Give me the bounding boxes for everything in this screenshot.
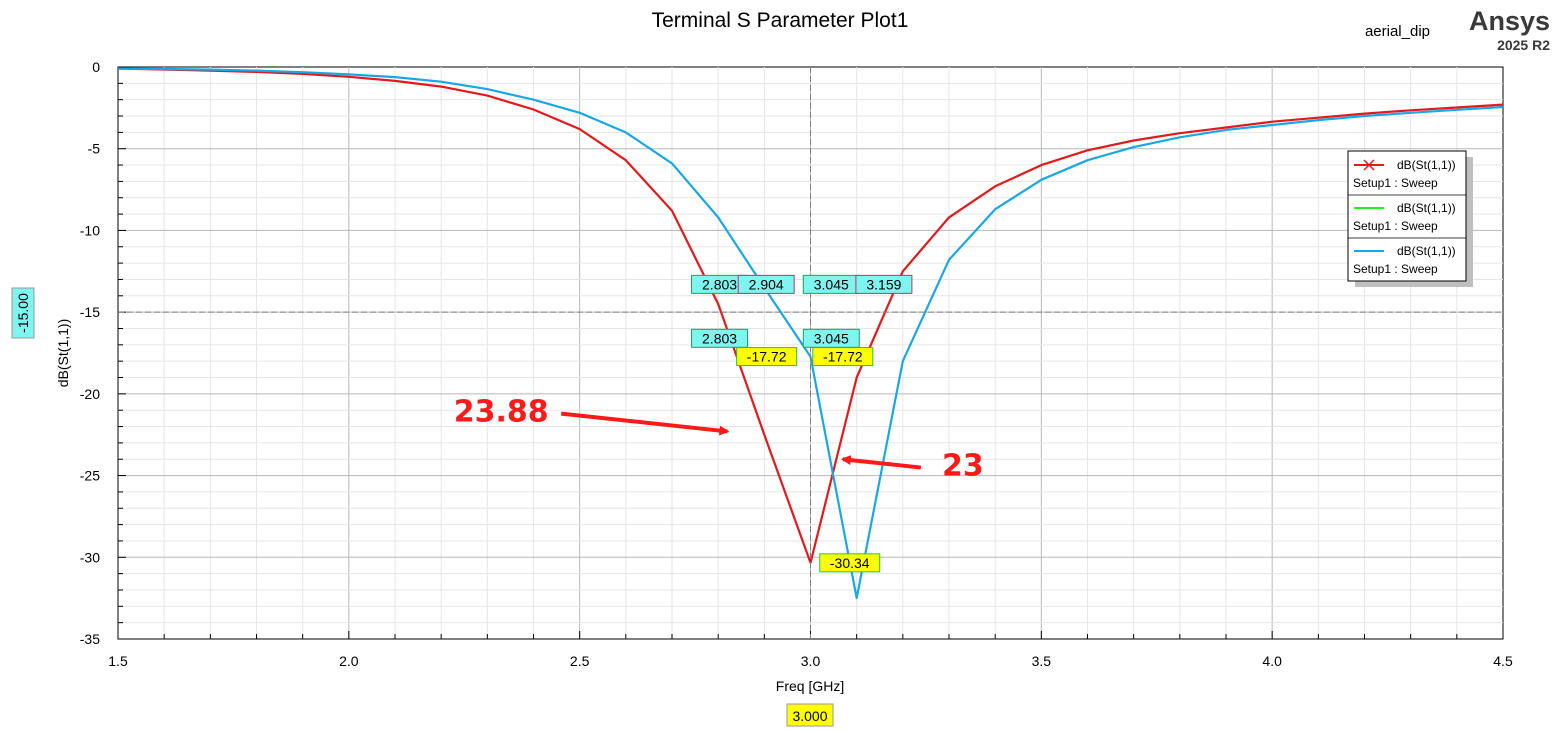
annotation-text: 23 — [942, 449, 984, 484]
marker-label[interactable]: 3.045 — [802, 328, 860, 348]
legend-cross-icon — [1363, 159, 1375, 171]
x-tick-label: 4.0 — [1262, 653, 1282, 669]
marker-label[interactable]: 2.904 — [737, 274, 795, 294]
y-tick-label: -20 — [80, 386, 100, 402]
marker-value: 3.045 — [814, 276, 849, 292]
legend-setup-3: Setup1 : Sweep — [1353, 262, 1438, 276]
ansys-version: 2025 R2 — [1497, 37, 1550, 53]
marker-label[interactable]: -17.72 — [736, 347, 798, 367]
chart-title: Terminal S Parameter Plot1 — [652, 9, 909, 32]
x-tick-label: 2.0 — [339, 653, 359, 669]
y-tick-label: -25 — [80, 468, 100, 484]
marker-value: 3.045 — [814, 330, 849, 346]
marker-value: -17.72 — [747, 349, 787, 365]
marker-box — [855, 274, 913, 294]
marker-value: 2.904 — [749, 276, 784, 292]
y-tick-label: -35 — [80, 631, 100, 647]
y-tick-label: -15 — [80, 304, 100, 320]
y-cursor-readout-box — [11, 287, 35, 339]
marker-value: 3.159 — [866, 276, 901, 292]
markers-group: 2.803 2.904 3.045 3.159 2.803 3.045 -17.72 -17.… — [691, 274, 913, 573]
legend-setup-1: Setup1 : Sweep — [1353, 176, 1438, 190]
legend-name-2: dB(St(1,1)) — [1397, 201, 1456, 215]
y-tick-label: -30 — [80, 549, 100, 565]
x-cursor-readout: 3.000 — [792, 708, 827, 724]
annotation-arrow — [560, 411, 730, 436]
x-axis-label: Freq [GHz] — [776, 678, 844, 694]
annotation-arrow — [840, 455, 922, 470]
legend-name-3: dB(St(1,1)) — [1397, 244, 1456, 258]
annotation-text: 23.88 — [454, 395, 549, 430]
marker-value: -30.34 — [830, 555, 870, 571]
legend-box — [1347, 150, 1467, 282]
marker-box — [736, 347, 798, 367]
y-tick-label: -5 — [88, 141, 101, 157]
y-tick-label: 0 — [92, 59, 100, 75]
marker-label[interactable]: 3.159 — [855, 274, 913, 294]
project-name: aerial_dip — [1365, 23, 1430, 40]
marker-label[interactable]: -30.34 — [819, 553, 881, 573]
legend-name-1: dB(St(1,1)) — [1397, 158, 1456, 172]
x-tick-label: 4.5 — [1493, 653, 1513, 669]
cursor-lines — [118, 67, 1503, 639]
x-cursor-readout-box — [786, 703, 834, 727]
y-cursor-readout: -15.00 — [15, 293, 31, 333]
marker-value: 2.803 — [702, 276, 737, 292]
marker-value: 2.803 — [702, 330, 737, 346]
marker-box — [737, 274, 795, 294]
marker-box — [819, 553, 881, 573]
legend-setup-2: Setup1 : Sweep — [1353, 219, 1438, 233]
annotations-group: 23.88 23 — [454, 395, 984, 484]
marker-label[interactable]: -17.72 — [812, 347, 874, 367]
legend[interactable]: dB(St(1,1)) Setup1 : Sweep dB(St(1,1)) S… — [1347, 150, 1473, 287]
marker-box — [812, 347, 874, 367]
marker-label[interactable]: 2.803 — [691, 328, 749, 348]
marker-box — [691, 328, 749, 348]
y-axis-label: dB(St(1,1)) — [55, 319, 71, 387]
tick-labels: 1.5 2.0 2.5 3.0 3.5 4.0 4.5 0 -5 -10 -15 -20 -25 -30 -… — [80, 59, 1513, 669]
ansys-logo: Ansys — [1469, 6, 1550, 36]
y-tick-label: -10 — [80, 222, 100, 238]
x-tick-label: 3.5 — [1032, 653, 1052, 669]
x-tick-label: 2.5 — [570, 653, 590, 669]
marker-value: -17.72 — [823, 349, 863, 365]
x-tick-label: 1.5 — [108, 653, 128, 669]
marker-label[interactable]: 3.045 — [802, 274, 860, 294]
x-tick-label: 3.0 — [801, 653, 821, 669]
